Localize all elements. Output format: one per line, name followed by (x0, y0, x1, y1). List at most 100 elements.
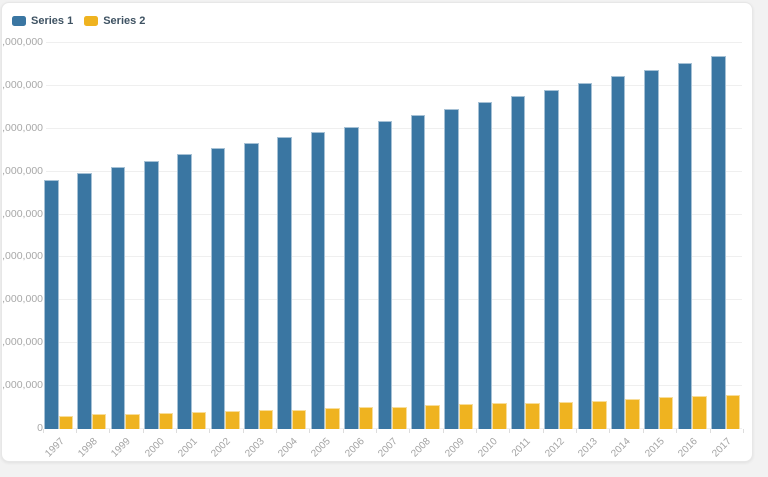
chart-card: Series 1 Series 2 0 ,000,000 ,000,000 ,000,… (1, 2, 753, 462)
gridline (46, 127, 742, 129)
bar-group-2008 (410, 115, 440, 429)
bar-series2-2005[interactable] (325, 408, 340, 429)
bar-series1-2009[interactable] (444, 109, 459, 429)
x-axis-tick (709, 429, 711, 433)
x-axis-tick (609, 429, 611, 433)
x-axis-label-2000: 2000 (142, 436, 167, 460)
x-axis-label-1999: 1999 (109, 436, 133, 460)
x-axis-tick (142, 429, 144, 433)
y-axis-label-8: ,000,000 (2, 78, 43, 91)
x-axis-label-2014: 2014 (609, 436, 634, 460)
bar-series2-2003[interactable] (258, 410, 274, 429)
bar-series2-2014[interactable] (625, 398, 640, 429)
x-axis-tick (542, 429, 544, 433)
bar-series2-2002[interactable] (225, 411, 240, 429)
x-axis-tick (409, 429, 411, 433)
bar-series1-2007[interactable] (377, 121, 392, 429)
bar-series2-2007[interactable] (392, 406, 407, 429)
bar-series2-2008[interactable] (425, 404, 440, 429)
bar-series2-2001[interactable] (191, 411, 207, 429)
bar-series2-2016[interactable] (692, 396, 707, 429)
bar-group-2012 (544, 90, 574, 429)
bar-series2-2009[interactable] (458, 404, 474, 429)
bar-series1-2014[interactable] (610, 75, 626, 429)
y-axis-label-3: ,000,000 (2, 293, 43, 306)
bar-group-2005 (310, 132, 340, 429)
x-axis-tick (309, 429, 311, 433)
series-1-swatch-icon (12, 16, 26, 26)
x-axis-label-2013: 2013 (576, 436, 600, 460)
x-axis-label-2016: 2016 (676, 436, 700, 460)
bar-series2-2013[interactable] (592, 400, 607, 429)
bar-group-2007 (377, 121, 407, 429)
bar-group-1998 (77, 173, 107, 429)
bar-group-2006 (344, 127, 374, 429)
bar-series1-2003[interactable] (244, 142, 259, 429)
bar-group-2013 (577, 83, 607, 429)
y-axis-label-4: ,000,000 (2, 250, 43, 263)
legend-item-series-2[interactable]: Series 2 (84, 15, 145, 27)
x-axis-tick (476, 429, 478, 433)
gridline (46, 256, 742, 258)
bar-series1-2005[interactable] (310, 132, 326, 429)
bar-series2-2015[interactable] (658, 397, 674, 429)
x-axis-label-1998: 1998 (76, 436, 100, 460)
legend-label-series-2: Series 2 (103, 15, 146, 27)
gridline (46, 299, 742, 301)
x-axis-label-2005: 2005 (309, 436, 334, 460)
bar-series1-2000[interactable] (144, 160, 159, 429)
bar-series1-2015[interactable] (644, 69, 659, 429)
bar-series1-2008[interactable] (410, 115, 426, 429)
gridline (46, 84, 742, 86)
bar-series2-1998[interactable] (91, 414, 107, 429)
bar-series1-2013[interactable] (577, 83, 593, 429)
bar-series2-2010[interactable] (492, 403, 507, 429)
bar-series1-2001[interactable] (177, 153, 192, 429)
bar-series1-2006[interactable] (344, 127, 359, 429)
plot-area (42, 42, 744, 433)
x-axis-tick (209, 429, 211, 433)
x-axis-tick (642, 429, 644, 433)
bar-group-2004 (277, 137, 307, 429)
bar-series1-2011[interactable] (510, 96, 526, 429)
bar-series1-1999[interactable] (110, 166, 126, 429)
x-axis-tick (242, 429, 244, 433)
bar-series2-1997[interactable] (58, 416, 73, 429)
x-axis-tick (509, 429, 511, 433)
bar-series2-1999[interactable] (125, 413, 140, 429)
bar-series2-2017[interactable] (725, 394, 740, 429)
legend-item-series-1[interactable]: Series 1 (12, 15, 73, 27)
chart-legend: Series 1 Series 2 (12, 15, 145, 27)
x-axis-label-2011: 2011 (510, 436, 534, 459)
bar-group-2011 (510, 96, 540, 429)
bar-series1-2010[interactable] (477, 102, 493, 429)
gridline (46, 385, 742, 387)
bar-series1-1997[interactable] (44, 180, 59, 429)
bar-series2-2004[interactable] (291, 410, 307, 429)
gridline (46, 342, 742, 344)
bar-series1-1998[interactable] (77, 173, 92, 429)
series-2-swatch-icon (84, 16, 99, 26)
y-axis-label-2: ,000,000 (2, 336, 43, 349)
legend-label-series-1: Series 1 (31, 15, 74, 27)
bar-group-2010 (477, 102, 507, 429)
bar-group-2017 (711, 55, 740, 429)
bar-series2-2000[interactable] (158, 412, 174, 429)
bar-series1-2017[interactable] (711, 55, 726, 429)
bar-group-2016 (677, 62, 707, 429)
bar-series1-2004[interactable] (277, 137, 292, 429)
bar-series1-2012[interactable] (544, 90, 559, 429)
bar-group-2001 (177, 153, 207, 429)
bar-series1-2002[interactable] (210, 147, 226, 429)
bar-series1-2016[interactable] (677, 62, 693, 429)
bar-group-2002 (210, 147, 240, 429)
gridline (46, 213, 742, 215)
bar-group-2015 (644, 69, 674, 429)
y-axis-label-1: ,000,000 (2, 379, 43, 392)
bar-series2-2011[interactable] (525, 403, 540, 429)
bar-series2-2012[interactable] (558, 401, 574, 429)
x-axis-label-2017: 2017 (709, 436, 734, 460)
x-axis-tick (275, 429, 277, 433)
bar-series2-2006[interactable] (358, 406, 374, 429)
